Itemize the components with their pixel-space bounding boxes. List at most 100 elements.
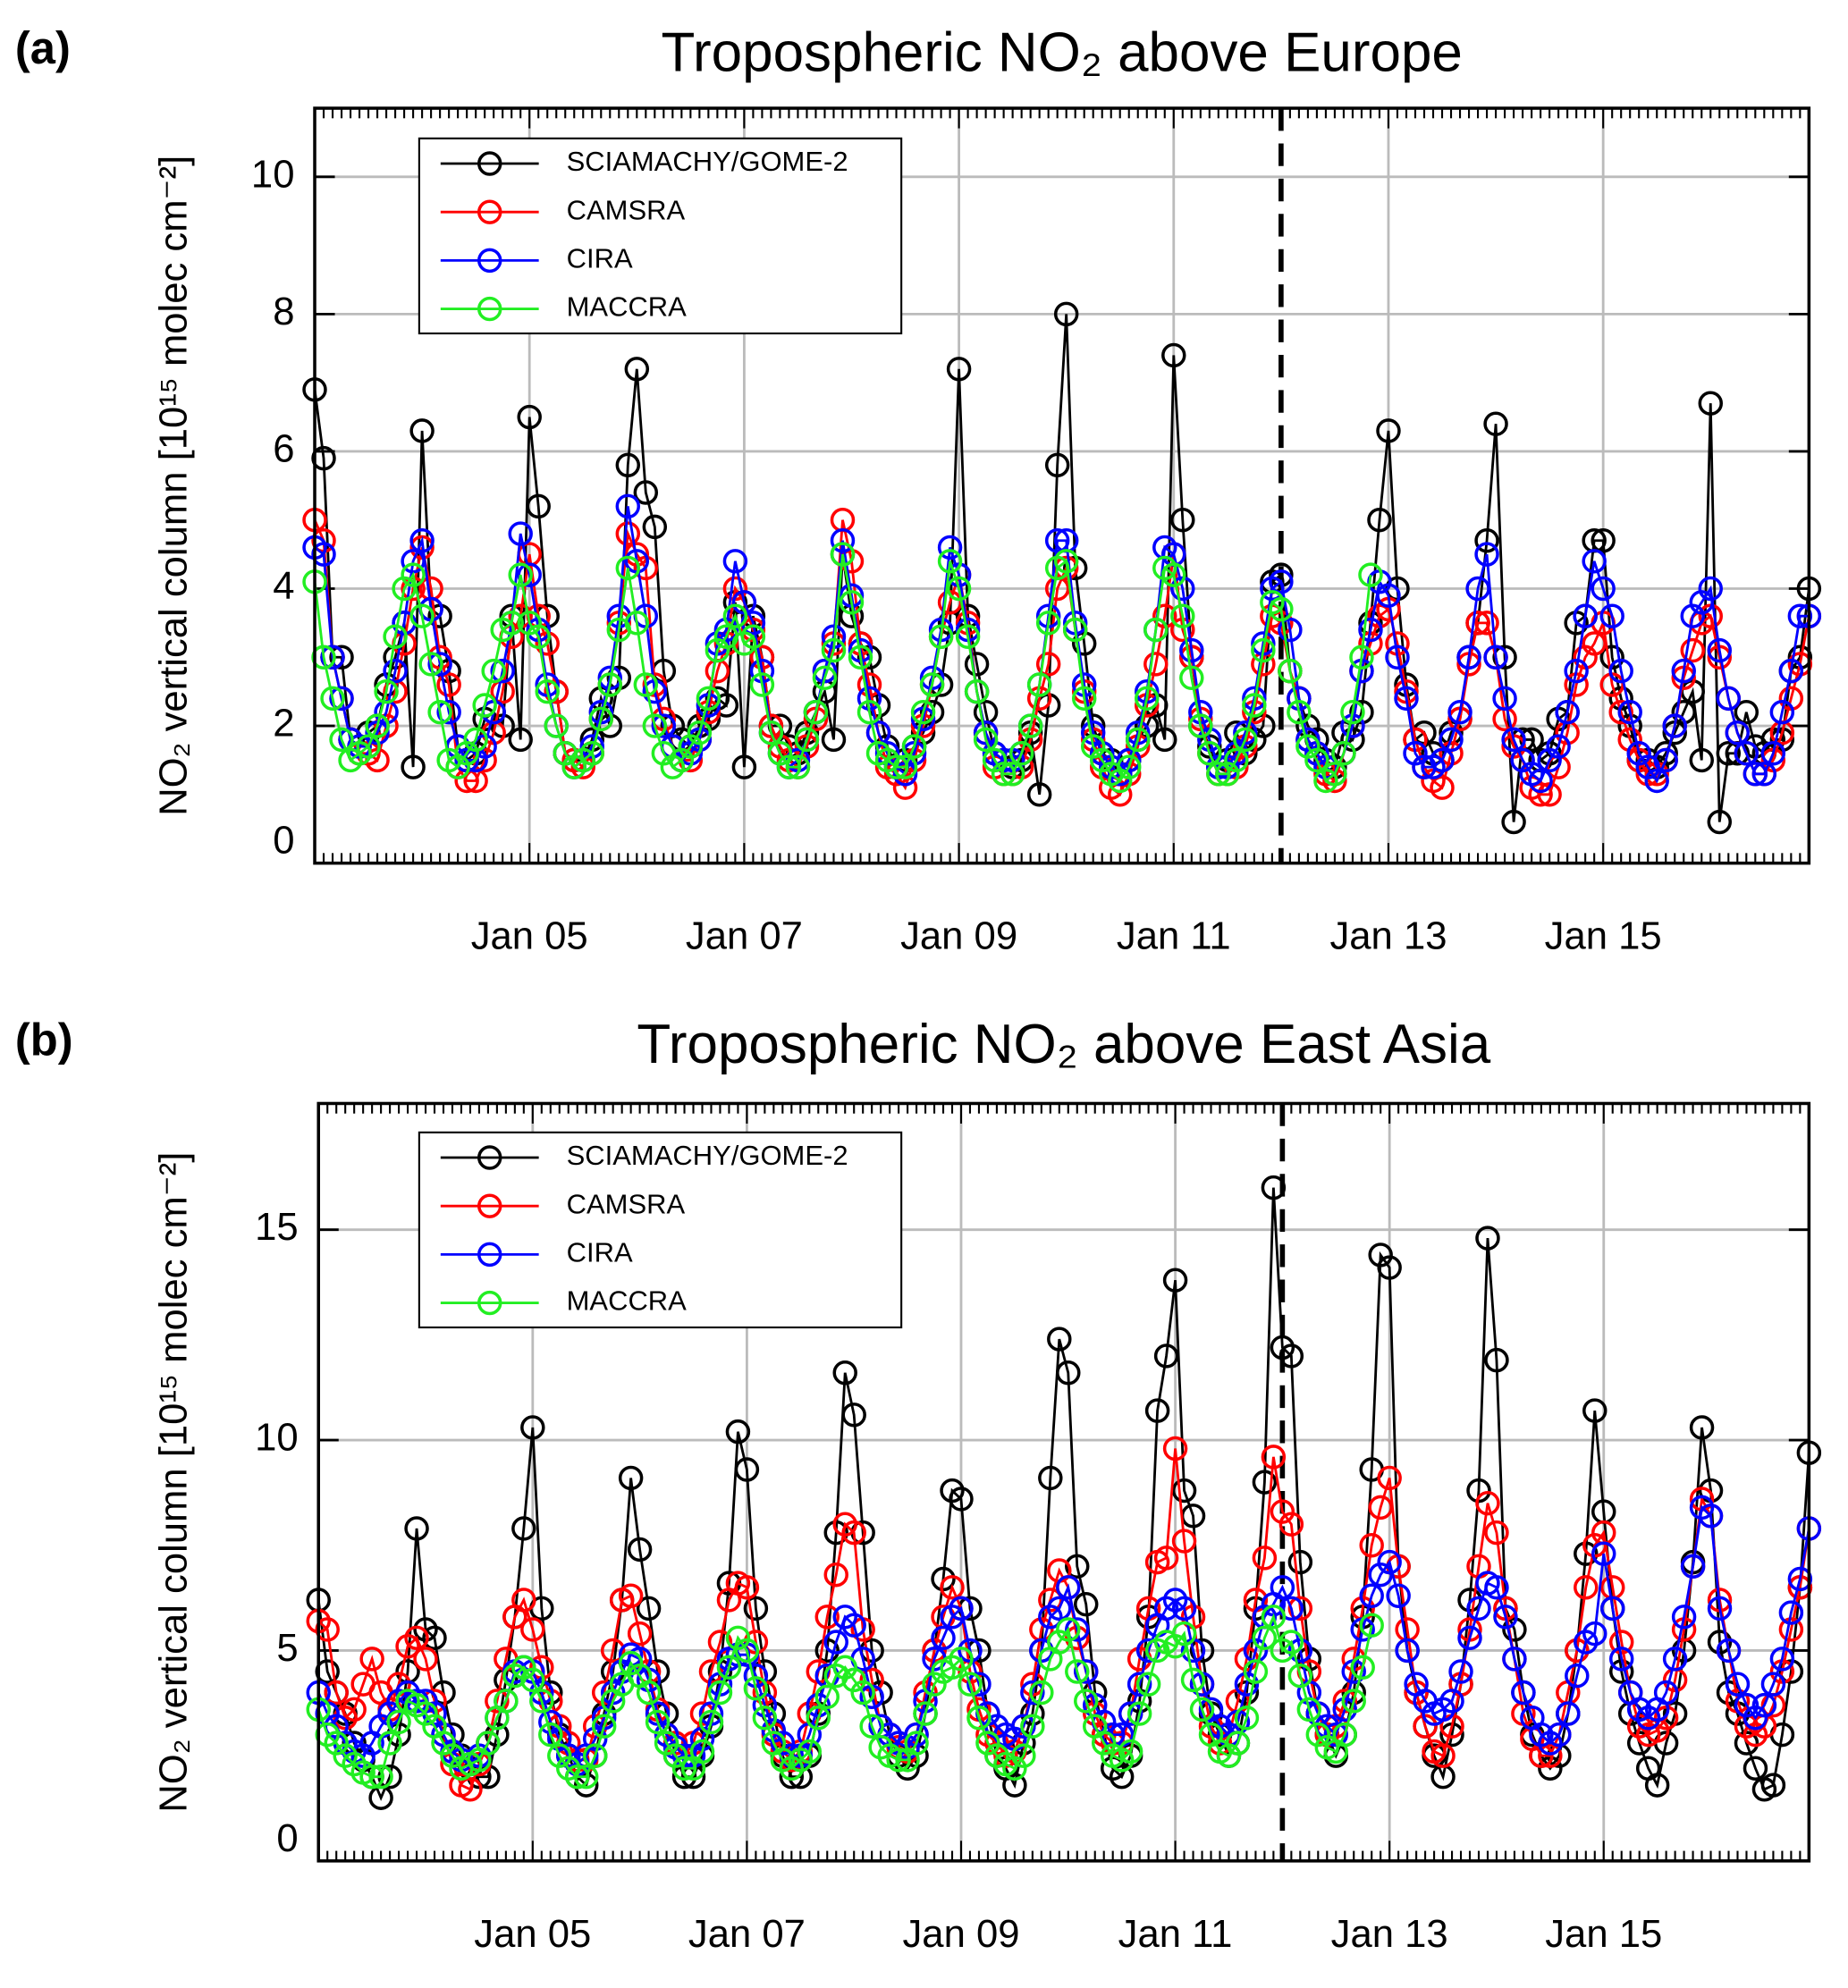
data-point: [1484, 1347, 1509, 1373]
data-point: [582, 1743, 608, 1768]
y-tick-label: 10: [251, 152, 295, 196]
data-point: [830, 528, 856, 553]
data-point: [365, 713, 390, 738]
data-point: [1251, 637, 1276, 663]
data-point: [1394, 686, 1419, 712]
data-point: [618, 1650, 644, 1676]
data-point: [928, 624, 954, 649]
data-point: [1465, 576, 1490, 602]
data-point: [1340, 699, 1365, 725]
x-tick-label: Jan 05: [474, 1912, 591, 1956]
data-point: [1234, 1706, 1260, 1731]
data-point: [937, 535, 963, 560]
data-point: [1377, 1549, 1402, 1575]
data-point: [1474, 528, 1499, 553]
data-point: [1662, 1647, 1688, 1672]
data-point: [1492, 686, 1517, 712]
data-point: [1769, 1647, 1795, 1672]
data-point: [529, 1689, 554, 1714]
data-point: [508, 521, 533, 546]
data-point: [1020, 1680, 1045, 1706]
data-point: [535, 678, 560, 704]
data-point: [832, 1360, 857, 1386]
data-point: [1062, 617, 1088, 643]
data-point: [1466, 1478, 1491, 1504]
data-point: [821, 727, 847, 753]
data-point: [1179, 665, 1204, 691]
data-point: [1071, 686, 1097, 712]
data-point: [922, 1672, 947, 1697]
data-point: [1171, 1529, 1197, 1554]
data-point: [1448, 1659, 1473, 1684]
data-point: [654, 1722, 679, 1748]
data-point: [975, 1731, 1000, 1756]
data-point: [359, 1764, 384, 1790]
legend-label: CAMSRA: [567, 1188, 686, 1219]
data-point: [1574, 1575, 1599, 1600]
legend-label: CAMSRA: [567, 194, 686, 225]
data-point: [636, 1596, 662, 1622]
data-point: [821, 637, 847, 663]
data-point: [458, 1777, 483, 1802]
x-tick-label: Jan 15: [1545, 1912, 1662, 1956]
data-point: [1376, 583, 1401, 608]
data-point: [1680, 637, 1705, 663]
data-point: [1734, 699, 1759, 725]
data-point: [1225, 1731, 1251, 1756]
data-point: [633, 480, 659, 505]
data-point: [413, 1647, 438, 1672]
data-point: [1047, 1596, 1072, 1622]
data-point: [1044, 452, 1070, 478]
data-point: [1252, 1625, 1278, 1651]
data-point: [1011, 1714, 1036, 1739]
data-point: [1502, 1617, 1527, 1642]
data-point: [1074, 1689, 1099, 1714]
data-point: [499, 611, 524, 636]
legend-label: SCIAMACHY/GOME-2: [567, 146, 848, 177]
data-point: [1367, 507, 1392, 533]
data-point: [329, 727, 354, 753]
data-point: [1252, 1546, 1278, 1571]
data-point: [973, 720, 999, 746]
data-point: [731, 754, 757, 779]
data-point: [591, 1714, 617, 1739]
y-tick-label: 10: [255, 1416, 299, 1460]
data-point: [841, 1520, 866, 1546]
data-point: [806, 1706, 831, 1731]
data-point: [409, 418, 435, 443]
data-point: [1707, 1596, 1733, 1622]
data-point: [964, 678, 990, 704]
data-point: [734, 1638, 760, 1664]
data-point: [814, 1605, 840, 1630]
data-point: [1002, 1773, 1027, 1798]
data-point: [1644, 768, 1669, 794]
data-point: [937, 549, 963, 574]
y-tick-label: 0: [273, 819, 294, 863]
legend-label: CIRA: [567, 1237, 633, 1268]
chart-title: Tropospheric NO₂ above Europe: [662, 22, 1463, 84]
data-point: [418, 652, 443, 677]
panel-label: (a): [15, 22, 71, 73]
data-point: [1528, 782, 1553, 807]
data-point: [329, 644, 354, 670]
data-point: [520, 1415, 545, 1440]
data-point: [1538, 1743, 1563, 1768]
data-point: [1502, 1647, 1527, 1672]
data-point: [1707, 809, 1732, 835]
plot-frame: [316, 1101, 1811, 1863]
data-point: [1038, 1465, 1063, 1491]
x-tick-label: Jan 15: [1545, 914, 1662, 958]
data-point: [1413, 1714, 1438, 1739]
data-point: [633, 672, 659, 697]
data-point: [1252, 1470, 1278, 1495]
data-point: [1002, 1756, 1027, 1781]
data-point: [624, 611, 650, 636]
data-point: [910, 699, 936, 725]
data-point: [1608, 1647, 1634, 1672]
data-point: [1608, 658, 1633, 684]
data-point: [1689, 1415, 1715, 1440]
data-point: [883, 754, 909, 779]
data-point: [1484, 1575, 1509, 1600]
data-point: [1269, 596, 1294, 622]
data-point: [1332, 1722, 1357, 1748]
